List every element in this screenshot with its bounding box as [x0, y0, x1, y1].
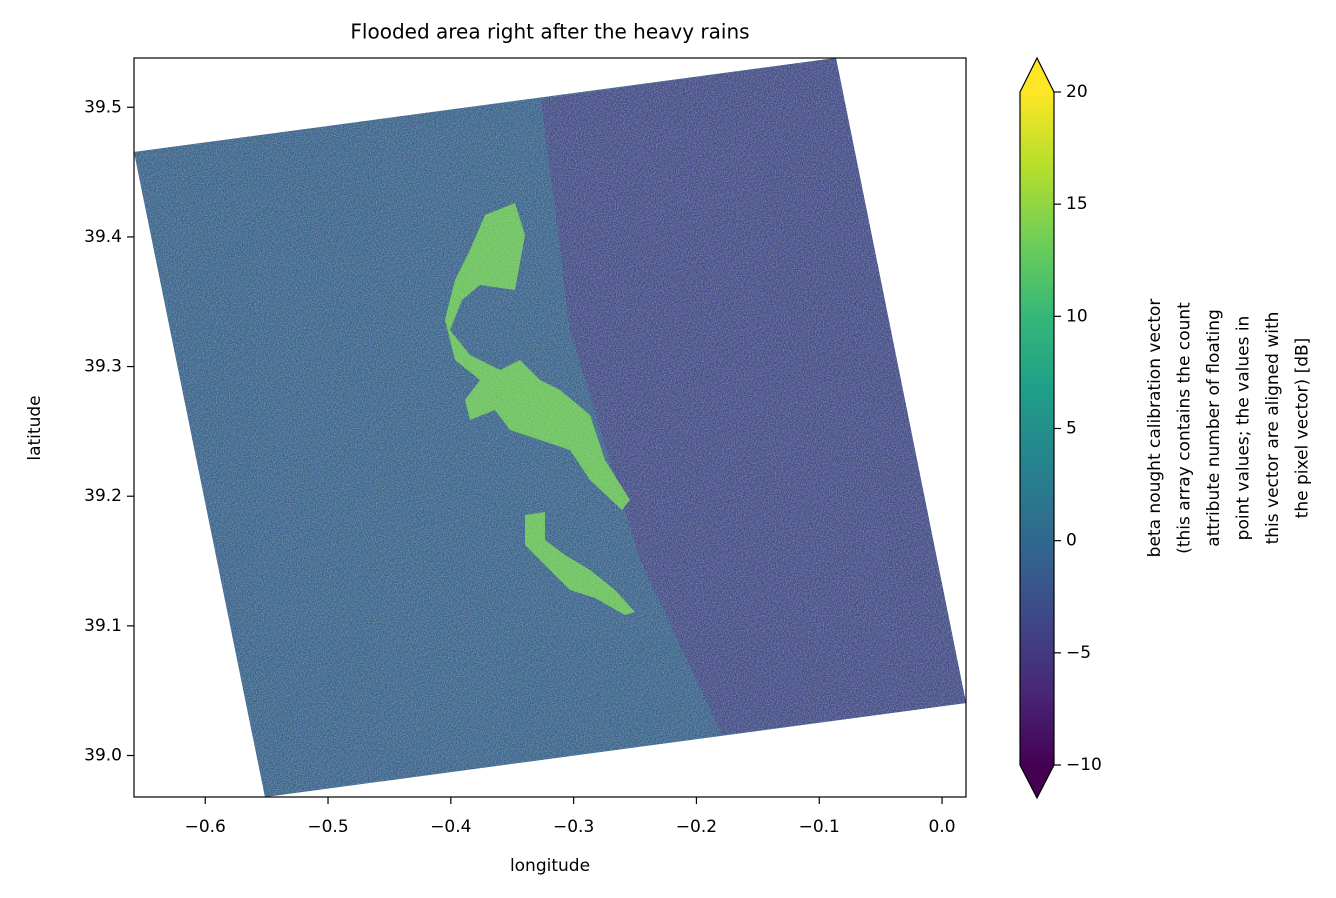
colorbar-extend-bottom: [1020, 765, 1054, 798]
colorbar-label: (this array contains the count: [1175, 302, 1195, 554]
y-tick-label: 39.2: [84, 486, 122, 506]
y-tick-label: 39.4: [84, 227, 122, 247]
x-tick-label: −0.4: [430, 817, 471, 837]
colorbar: [1020, 92, 1054, 765]
colorbar-label: beta nought calibration vector: [1145, 299, 1165, 558]
colorbar-label: this vector are aligned with: [1263, 312, 1283, 545]
x-tick-label: −0.1: [799, 817, 840, 837]
colorbar-tick-label: 10: [1066, 306, 1088, 326]
x-axis-label: longitude: [510, 856, 590, 876]
y-tick-label: 39.3: [84, 357, 122, 377]
plot-frame: [133, 57, 967, 798]
colorbar-tick-label: 20: [1066, 82, 1088, 102]
y-tick-label: 39.5: [84, 97, 122, 117]
colorbar-tick-label: 0: [1066, 531, 1077, 551]
y-tick-label: 39.0: [84, 746, 122, 766]
colorbar-tick-label: 5: [1066, 419, 1077, 439]
colorbar-tick-label: −5: [1066, 643, 1091, 663]
x-tick-label: −0.5: [307, 817, 348, 837]
x-tick-label: 0.0: [929, 817, 956, 837]
colorbar-tick-label: −10: [1066, 755, 1102, 775]
colorbar-label: the pixel vector) [dB]: [1293, 338, 1313, 519]
chart-title: Flooded area right after the heavy rains: [350, 20, 749, 44]
colorbar-tick-label: 15: [1066, 194, 1088, 214]
x-tick-label: −0.3: [553, 817, 594, 837]
colorbar-extend-top: [1020, 58, 1054, 92]
y-tick-label: 39.1: [84, 616, 122, 636]
y-axis-label: latitude: [25, 395, 45, 460]
colorbar-label: point values; the values in: [1234, 316, 1254, 541]
x-tick-label: −0.2: [676, 817, 717, 837]
raster-image: [134, 58, 966, 797]
colorbar-label: attribute number of floating: [1204, 309, 1224, 547]
x-tick-label: −0.6: [185, 817, 226, 837]
